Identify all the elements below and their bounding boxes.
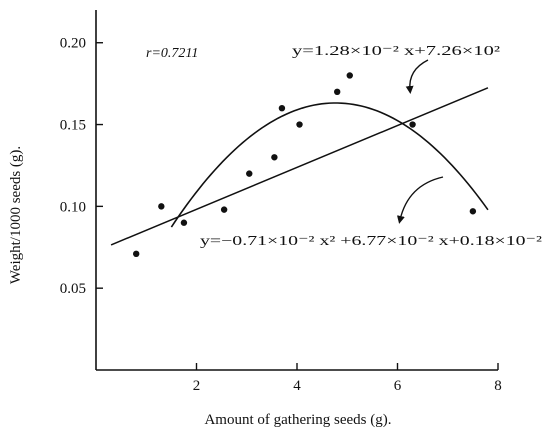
data-point-1 (133, 250, 140, 258)
x-tick-label-8: 8 (494, 378, 502, 394)
data-point-6 (271, 154, 278, 161)
x-axis-title: Amount of gathering seeds (g). (204, 412, 391, 428)
correlation-label: r=0.7211 (146, 46, 198, 61)
quadratic-fit-curve (170, 102, 489, 228)
quadratic-fit-label: y=−0.71×10⁻² x² +6.77×10⁻² x+0.18×10⁻² (200, 233, 542, 248)
linear-label-arrow (405, 59, 429, 94)
x-tick-label-6: 6 (394, 378, 402, 394)
data-point-12 (469, 208, 477, 215)
data-point-10 (346, 72, 353, 79)
x-tick-label-4: 4 (293, 378, 301, 394)
y-tick-label-0.15: 0.15 (60, 118, 86, 134)
data-point-3 (180, 219, 188, 226)
data-point-5 (246, 170, 253, 177)
data-point-7 (278, 104, 286, 112)
x-tick-label-2: 2 (193, 378, 201, 394)
y-tick-label-0.05: 0.05 (60, 281, 86, 297)
quadratic-label-arrow (396, 176, 444, 224)
linear-fit-label: y=1.28×10⁻² x+7.26×10² (292, 43, 500, 58)
y-axis-title: Weight/1000 seeds (g). (8, 146, 24, 284)
data-point-9 (334, 88, 341, 96)
y-tick-label-0.10: 0.10 (60, 199, 86, 215)
data-point-2 (158, 203, 165, 210)
data-point-11 (409, 121, 416, 128)
y-tick-label-0.20: 0.20 (60, 36, 86, 52)
linear-fit-line (110, 87, 489, 246)
data-point-4 (220, 206, 228, 213)
data-point-8 (296, 121, 303, 128)
